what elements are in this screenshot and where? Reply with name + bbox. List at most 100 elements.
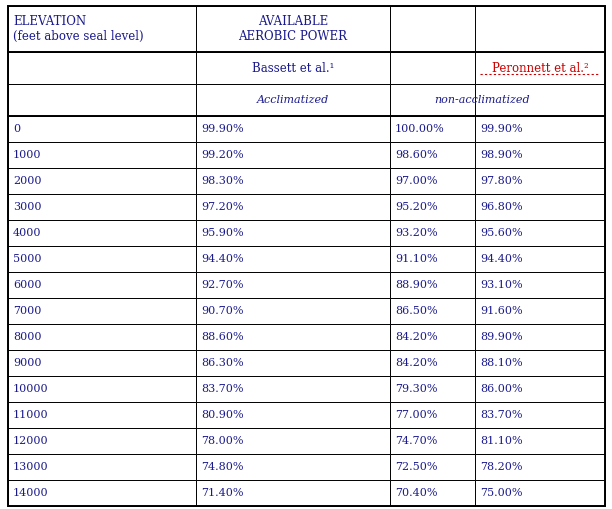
Text: 88.90%: 88.90%	[395, 280, 438, 290]
Text: 97.00%: 97.00%	[395, 176, 438, 186]
Bar	[196, 480, 390, 506]
Text: 83.70%: 83.70%	[480, 410, 523, 420]
Bar	[475, 52, 605, 84]
Text: 81.10%: 81.10%	[480, 436, 523, 446]
Bar	[390, 52, 575, 84]
Text: 99.90%: 99.90%	[201, 124, 244, 134]
Bar	[475, 142, 605, 168]
Bar	[390, 350, 575, 376]
Bar	[8, 116, 196, 142]
Bar	[8, 402, 196, 428]
Bar	[196, 324, 390, 350]
Text: 95.90%: 95.90%	[201, 228, 244, 238]
Bar	[8, 194, 196, 220]
Text: 84.20%: 84.20%	[395, 358, 438, 368]
Bar	[196, 84, 390, 116]
Text: 93.20%: 93.20%	[395, 228, 438, 238]
Bar	[475, 298, 605, 324]
Bar	[475, 168, 605, 194]
Text: 8000: 8000	[13, 332, 42, 342]
Text: 9000: 9000	[13, 358, 42, 368]
Text: ELEVATION
(feet above seal level): ELEVATION (feet above seal level)	[13, 15, 144, 43]
Bar	[390, 116, 575, 142]
Text: 75.00%: 75.00%	[480, 488, 523, 498]
Bar	[390, 6, 575, 52]
Bar	[8, 6, 196, 52]
Text: 91.60%: 91.60%	[480, 306, 523, 316]
Bar	[390, 194, 575, 220]
Bar	[475, 350, 605, 376]
Text: Acclimatized: Acclimatized	[257, 95, 329, 105]
Bar	[8, 350, 196, 376]
Bar	[390, 480, 575, 506]
Text: 2000: 2000	[13, 176, 42, 186]
Text: 98.90%: 98.90%	[480, 150, 523, 160]
Text: 86.00%: 86.00%	[480, 384, 523, 394]
Text: 100.00%: 100.00%	[395, 124, 445, 134]
Bar	[390, 246, 575, 272]
Text: 10000: 10000	[13, 384, 48, 394]
Bar	[475, 402, 605, 428]
Text: 70.40%: 70.40%	[395, 488, 438, 498]
Bar	[8, 272, 196, 298]
Bar	[475, 220, 605, 246]
Text: 72.50%: 72.50%	[395, 462, 438, 472]
Bar	[196, 272, 390, 298]
Bar	[475, 376, 605, 402]
Bar	[196, 428, 390, 454]
Text: 79.30%: 79.30%	[395, 384, 438, 394]
Text: 98.60%: 98.60%	[395, 150, 438, 160]
Bar	[196, 6, 390, 52]
Text: 5000: 5000	[13, 254, 42, 264]
Bar	[8, 428, 196, 454]
Bar	[475, 84, 605, 116]
Text: 11000: 11000	[13, 410, 48, 420]
Bar	[196, 116, 390, 142]
Bar	[475, 116, 605, 142]
Text: 74.70%: 74.70%	[395, 436, 438, 446]
Text: AVAILABLE
AEROBIC POWER: AVAILABLE AEROBIC POWER	[239, 15, 348, 43]
Text: 78.20%: 78.20%	[480, 462, 523, 472]
Bar	[8, 376, 196, 402]
Bar	[8, 168, 196, 194]
Text: Peronnett et al.²: Peronnett et al.²	[491, 62, 588, 74]
Text: 95.60%: 95.60%	[480, 228, 523, 238]
Text: non-acclimatized: non-acclimatized	[435, 95, 531, 105]
Bar	[8, 324, 196, 350]
Bar	[475, 194, 605, 220]
Text: 88.10%: 88.10%	[480, 358, 523, 368]
Bar	[196, 142, 390, 168]
Bar	[196, 376, 390, 402]
Bar	[475, 6, 605, 52]
Bar	[390, 220, 575, 246]
Bar	[8, 454, 196, 480]
Text: 83.70%: 83.70%	[201, 384, 244, 394]
Bar	[390, 168, 575, 194]
Bar	[196, 194, 390, 220]
Bar	[8, 52, 196, 84]
Bar	[475, 428, 605, 454]
Bar	[475, 324, 605, 350]
Bar	[390, 84, 575, 116]
Bar	[390, 324, 575, 350]
Bar	[390, 298, 575, 324]
Bar	[196, 220, 390, 246]
Bar	[8, 246, 196, 272]
Text: 14000: 14000	[13, 488, 48, 498]
Bar	[475, 246, 605, 272]
Bar	[390, 428, 575, 454]
Text: 94.40%: 94.40%	[201, 254, 244, 264]
Text: 78.00%: 78.00%	[201, 436, 244, 446]
Text: 94.40%: 94.40%	[480, 254, 523, 264]
Text: 86.30%: 86.30%	[201, 358, 244, 368]
Bar	[390, 402, 575, 428]
Text: 7000: 7000	[13, 306, 42, 316]
Text: 6000: 6000	[13, 280, 42, 290]
Bar	[196, 52, 390, 84]
Bar	[390, 142, 575, 168]
Text: 92.70%: 92.70%	[201, 280, 244, 290]
Text: 90.70%: 90.70%	[201, 306, 244, 316]
Bar	[196, 298, 390, 324]
Bar	[390, 272, 575, 298]
Bar	[8, 142, 196, 168]
